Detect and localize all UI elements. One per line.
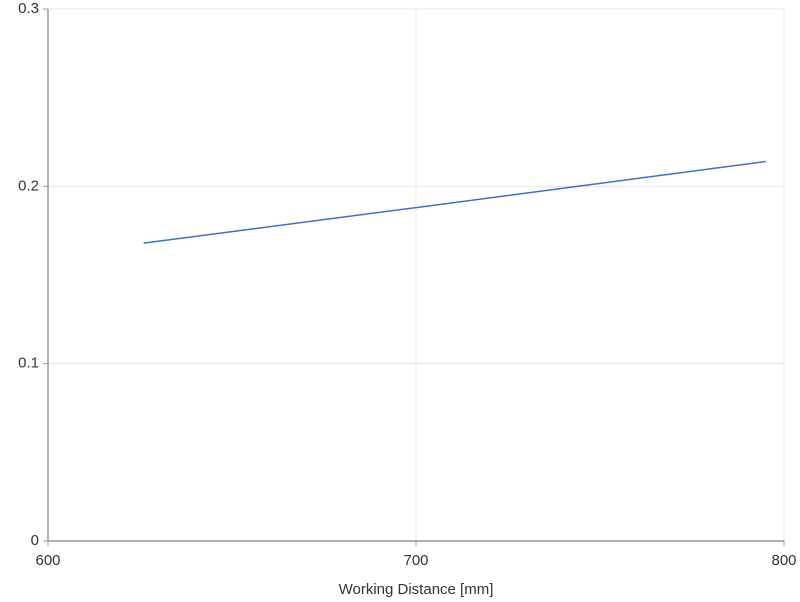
x-tick-label: 600 xyxy=(35,552,60,569)
data-line xyxy=(143,160,766,244)
y-tick-label: 0.2 xyxy=(18,177,39,194)
x-tick-label: 700 xyxy=(403,552,428,569)
x-axis-label: Working Distance [mm] xyxy=(339,581,494,598)
y-tick-label: 0.3 xyxy=(18,0,39,17)
x-tick-label: 800 xyxy=(771,552,796,569)
y-tick-label: 0 xyxy=(31,532,39,549)
y-tick-label: 0.1 xyxy=(18,355,39,372)
